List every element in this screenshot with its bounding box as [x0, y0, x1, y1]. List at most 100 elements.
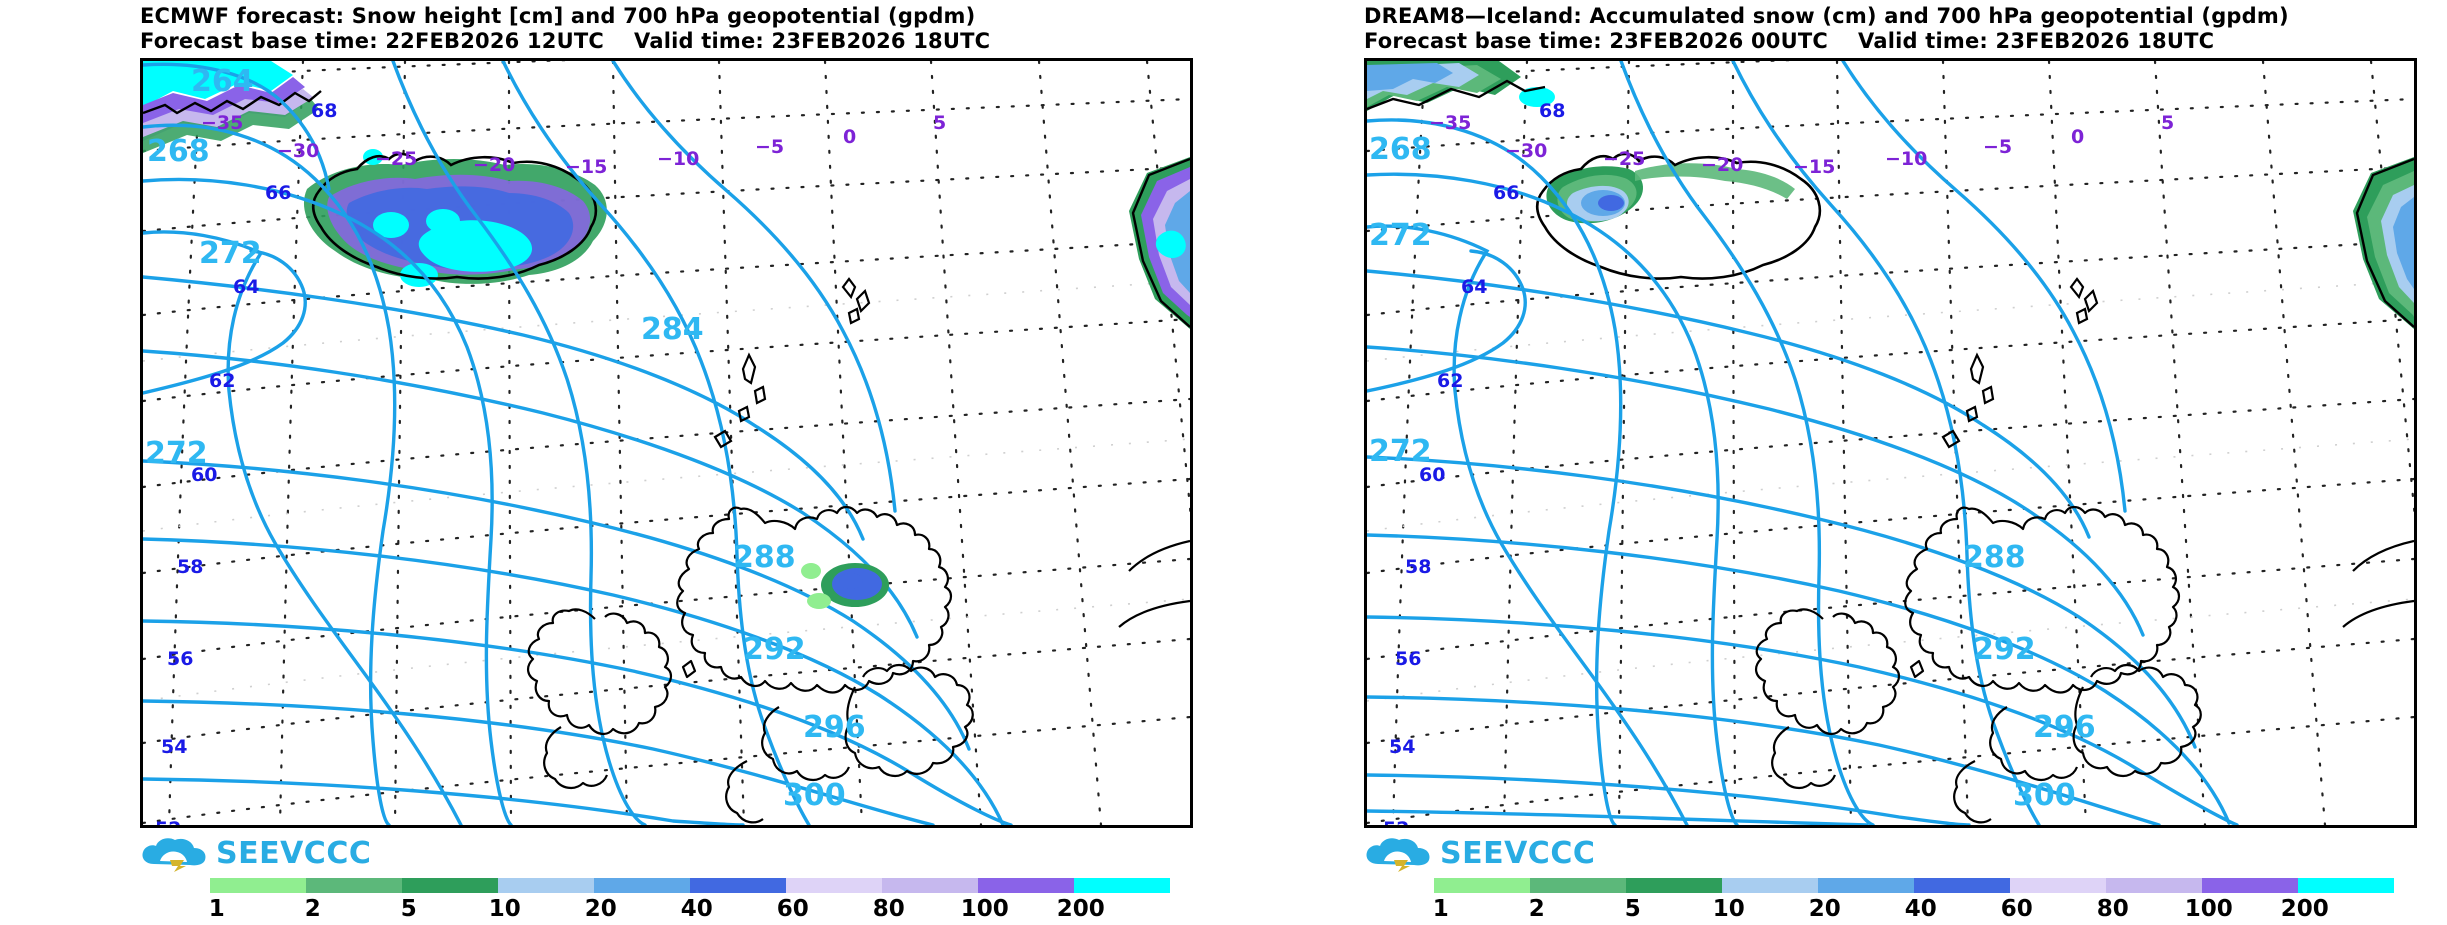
- svg-text:272: 272: [1369, 218, 1432, 253]
- colorbar-swatches-right: [1434, 878, 2394, 893]
- svg-text:56: 56: [1395, 648, 1421, 670]
- colorbar-swatch-20: [594, 878, 690, 893]
- colorbar-swatch-40: [690, 878, 786, 893]
- colorbar-tick-60: 60: [776, 896, 809, 922]
- colorbar-swatch-60: [786, 878, 882, 893]
- svg-text:0: 0: [2071, 126, 2084, 148]
- colorbar-tick-10: 10: [1712, 896, 1745, 922]
- map-frame-left[interactable]: 264 268 272 272 284 288 292 296 300 304: [140, 58, 1193, 828]
- panel-ecmwf: ECMWF forecast: Snow height [cm] and 700…: [0, 0, 1223, 925]
- map-canvas-right: 268 272 272 288 292 296 300 304 308 68: [1367, 61, 2414, 825]
- svg-text:54: 54: [161, 736, 187, 758]
- panel-title-line1-right: DREAM8—Iceland: Accumulated snow (cm) an…: [1364, 4, 2289, 28]
- svg-text:−10: −10: [1885, 148, 1927, 170]
- panel-dream8: DREAM8—Iceland: Accumulated snow (cm) an…: [1224, 0, 2447, 925]
- svg-text:56: 56: [167, 648, 193, 670]
- colorbar-tick-40: 40: [680, 896, 713, 922]
- svg-text:58: 58: [1405, 556, 1431, 578]
- colorbar-swatch-20: [1818, 878, 1914, 893]
- graticule-minor: [1367, 280, 2414, 702]
- colorbar-swatch-10: [1722, 878, 1818, 893]
- svg-text:−15: −15: [1793, 156, 1835, 178]
- colorbar-labels-left: 1 2 5 10 20 40 60 80 100 200: [209, 896, 1170, 924]
- graticule-longitudes: [167, 61, 1190, 825]
- map-frame-right[interactable]: 268 272 272 288 292 296 300 304 308 68: [1364, 58, 2417, 828]
- colorbar-swatches-left: [210, 878, 1170, 893]
- svg-text:64: 64: [233, 276, 259, 298]
- svg-text:−10: −10: [657, 148, 699, 170]
- colorbar-swatch-1: [1434, 878, 1530, 893]
- svg-text:272: 272: [1369, 434, 1432, 469]
- svg-text:272: 272: [145, 436, 208, 471]
- colorbar-tick-80: 80: [872, 896, 905, 922]
- colorbar-labels-right: 1 2 5 10 20 40 60 80 100 200: [1432, 896, 2394, 924]
- svg-text:268: 268: [147, 134, 210, 169]
- panel-title-line2-left: Forecast base time: 22FEB2026 12UTC Vali…: [140, 28, 991, 53]
- svg-text:−5: −5: [1983, 136, 2012, 158]
- colorbar-swatch-2: [1530, 878, 1626, 893]
- geopotential-contours-right: [1367, 61, 2239, 825]
- colorbar-tick-20: 20: [1808, 896, 1841, 922]
- colorbar-swatch-200: [2298, 878, 2394, 893]
- coastline-british-isles: [1755, 505, 2202, 824]
- geopotential-labels-right: 268 272 272 288 292 296 300: [1369, 132, 2096, 813]
- svg-text:60: 60: [1419, 464, 1445, 486]
- svg-text:66: 66: [265, 182, 291, 204]
- svg-text:296: 296: [803, 710, 866, 745]
- latitude-labels-left: 68 66 64 62 60 58 56 54 52: [155, 100, 337, 825]
- coastline-shetland: [1941, 352, 1995, 449]
- coastline-faroe: [2069, 277, 2099, 325]
- svg-text:−25: −25: [1603, 148, 1645, 170]
- svg-text:284: 284: [641, 312, 704, 347]
- svg-text:−35: −35: [201, 112, 243, 134]
- longitude-labels-left: −35 −30 −25 −20 −15 −10 −5 0 5: [201, 112, 946, 178]
- seevccc-logo-text-right: SEEVCCC: [1440, 836, 1596, 871]
- coastline-faroe: [841, 277, 871, 325]
- colorbar-swatch-100: [978, 878, 1074, 893]
- colorbar-tick-10: 10: [488, 896, 521, 922]
- colorbar-left: 1 2 5 10 20 40 60 80 100 200: [209, 878, 1170, 924]
- svg-text:52: 52: [1383, 818, 1409, 825]
- colorbar-tick-1: 1: [1432, 896, 1449, 922]
- svg-text:68: 68: [311, 100, 337, 122]
- svg-text:288: 288: [733, 540, 796, 575]
- panel-title-block-right: DREAM8—Iceland: Accumulated snow (cm) an…: [1364, 4, 2444, 54]
- svg-text:62: 62: [1437, 370, 1463, 392]
- snow-field-iceland: [303, 149, 607, 287]
- colorbar-tick-5: 5: [400, 896, 417, 922]
- svg-text:5: 5: [933, 112, 946, 134]
- svg-text:−15: −15: [565, 156, 607, 178]
- svg-text:296: 296: [2033, 710, 2096, 745]
- svg-text:5: 5: [2161, 112, 2174, 134]
- colorbar-tick-20: 20: [584, 896, 617, 922]
- graticule-latitudes: [143, 61, 1190, 825]
- colorbar-swatch-5: [402, 878, 498, 893]
- seevccc-logo-right: SEEVCCC: [1364, 836, 1595, 872]
- colorbar-swatch-80: [2106, 878, 2202, 893]
- colorbar-swatch-40: [1914, 878, 2010, 893]
- svg-text:−25: −25: [375, 148, 417, 170]
- colorbar-right: 1 2 5 10 20 40 60 80 100 200: [1432, 878, 2394, 924]
- colorbar-tick-2: 2: [1528, 896, 1545, 922]
- latitude-labels-right: 68 66 64 62 60 58 56 54 52: [1383, 100, 1565, 825]
- colorbar-tick-60: 60: [2000, 896, 2033, 922]
- colorbar-tick-40: 40: [1904, 896, 1937, 922]
- coastline-norway: [1118, 539, 1190, 628]
- svg-text:0: 0: [843, 126, 856, 148]
- colorbar-swatch-2: [306, 878, 402, 893]
- svg-text:−30: −30: [277, 140, 319, 162]
- longitude-labels-right: −35 −30 −25 −20 −15 −10 −5 0 5: [1429, 112, 2174, 178]
- colorbar-swatch-10: [498, 878, 594, 893]
- snow-field-greenland-left: [143, 61, 322, 153]
- colorbar-tick-200: 200: [1056, 896, 1105, 922]
- panel-title-line2-right: Forecast base time: 23FEB2026 00UTC Vali…: [1364, 28, 2215, 53]
- svg-text:58: 58: [177, 556, 203, 578]
- svg-text:−5: −5: [755, 136, 784, 158]
- colorbar-swatch-80: [882, 878, 978, 893]
- svg-text:−35: −35: [1429, 112, 1471, 134]
- svg-text:272: 272: [199, 236, 262, 271]
- coastline-british-isles: [527, 505, 974, 824]
- geopotential-contours-left: [143, 61, 1013, 825]
- colorbar-swatch-60: [2010, 878, 2106, 893]
